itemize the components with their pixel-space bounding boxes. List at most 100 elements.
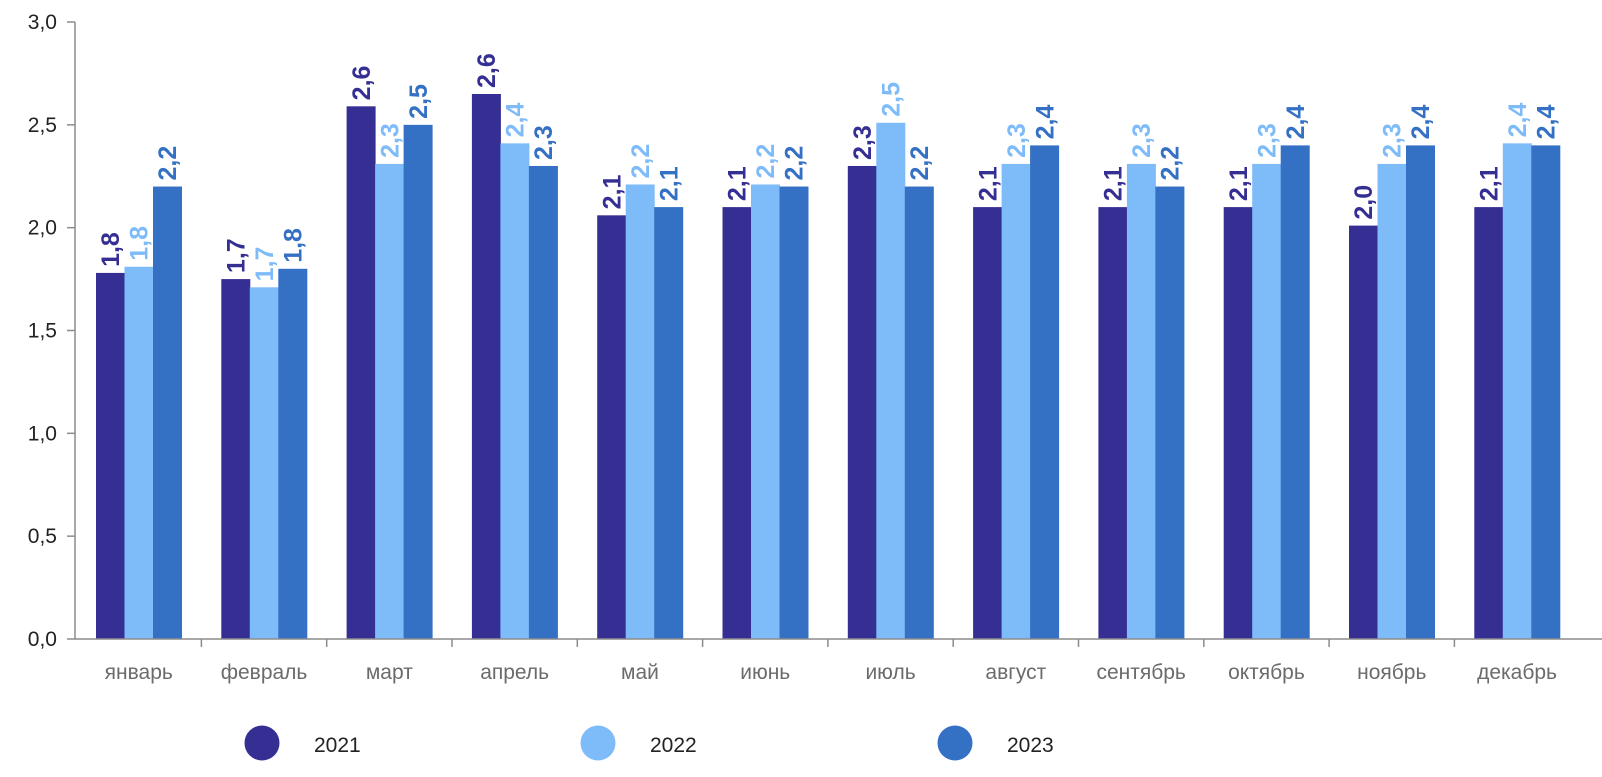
data-label: 2,4 <box>1504 102 1532 137</box>
legend-label: 2022 <box>650 734 697 757</box>
data-label: 2,4 <box>1533 105 1561 140</box>
bar <box>722 207 752 639</box>
data-label: 2,1 <box>598 174 626 209</box>
data-label: 2,3 <box>530 125 558 160</box>
x-category-label: август <box>985 661 1046 684</box>
data-label: 2,1 <box>724 166 752 201</box>
data-label: 2,4 <box>1282 105 1310 140</box>
bar <box>751 184 780 639</box>
y-tick-label: 1,5 <box>28 320 57 343</box>
x-category-label: апрель <box>480 661 549 684</box>
bar <box>96 272 125 639</box>
bars <box>96 93 1561 640</box>
data-label: 2,2 <box>906 146 934 181</box>
data-label: 2,0 <box>1350 185 1378 220</box>
x-category-label: февраль <box>221 661 308 684</box>
bar <box>1030 145 1060 639</box>
bar <box>904 186 934 640</box>
bar <box>973 207 1003 639</box>
bar <box>1502 143 1532 640</box>
data-label: 2,2 <box>1157 146 1185 181</box>
bar <box>346 106 376 639</box>
data-label: 1,8 <box>97 232 125 267</box>
bar <box>153 186 182 640</box>
bar <box>249 287 279 639</box>
data-label: 2,6 <box>473 53 501 88</box>
legend-label: 2023 <box>1007 734 1054 757</box>
bar <box>597 215 627 639</box>
y-tick-label: 0,5 <box>28 525 57 548</box>
x-category-label: ноябрь <box>1357 661 1426 684</box>
bar <box>779 186 809 640</box>
bar <box>1098 207 1128 639</box>
y-tick-label: 2,0 <box>28 217 57 240</box>
y-tick-label: 3,0 <box>28 11 57 34</box>
bar <box>654 207 684 639</box>
bar <box>403 124 433 640</box>
data-label: 2,4 <box>1031 105 1059 140</box>
data-label: 2,1 <box>1225 166 1253 201</box>
bar <box>471 93 501 639</box>
x-axis: январь февраль март апрель май июнь июль август… <box>75 638 1602 684</box>
data-label: 1,7 <box>251 247 279 282</box>
x-category-label: январь <box>105 661 173 684</box>
data-label: 2,3 <box>849 125 877 160</box>
legend-marker <box>580 725 616 761</box>
data-labels: 1,8 1,82,21,7 1,71,82,62,32,52,62,42,32,12… <box>97 53 1560 281</box>
data-label: 2,4 <box>502 102 530 137</box>
legend-label: 2021 <box>314 734 361 757</box>
data-label: 2,2 <box>154 146 182 181</box>
data-label: 2,5 <box>405 84 433 119</box>
data-label: 2,3 <box>1379 123 1407 158</box>
bar <box>1223 207 1253 639</box>
x-category-label: май <box>621 661 659 684</box>
bar <box>221 279 251 639</box>
legend-marker <box>244 725 280 761</box>
y-tick-label: 0,0 <box>28 628 57 651</box>
x-category-label: июль <box>865 661 915 684</box>
data-label: 2,1 <box>974 166 1002 201</box>
bar <box>876 122 906 639</box>
data-label: 2,6 <box>348 66 376 101</box>
data-label: 2,3 <box>376 123 404 158</box>
data-label: 2,1 <box>1476 166 1504 201</box>
bar <box>1280 145 1310 639</box>
x-category-label: сентябрь <box>1096 661 1185 684</box>
bar <box>847 165 877 639</box>
bar <box>1406 145 1435 639</box>
bar <box>500 143 530 640</box>
x-category-label: октябрь <box>1228 661 1305 684</box>
data-label: 2,2 <box>627 144 655 179</box>
data-label: 1,8 <box>126 226 154 261</box>
legend-marker <box>937 725 973 761</box>
y-axis: 0,0 0,5 1,0 1,5 2,0 2,5 3,0 <box>28 11 76 651</box>
legend: 2021 2022 2023 <box>244 725 1054 761</box>
y-tick-label: 1,0 <box>28 422 57 445</box>
data-label: 1,8 <box>280 228 308 263</box>
bar <box>1001 163 1031 639</box>
data-label: 2,3 <box>1128 123 1156 158</box>
data-label: 2,2 <box>752 144 780 179</box>
bar <box>528 165 558 639</box>
bar <box>1474 207 1504 639</box>
bar <box>1377 163 1407 639</box>
bar <box>124 266 154 639</box>
bar <box>375 163 405 639</box>
bar <box>1252 163 1282 639</box>
bar <box>1531 145 1561 639</box>
y-tick-label: 2,5 <box>28 114 57 137</box>
data-label: 2,5 <box>878 82 906 117</box>
data-label: 2,3 <box>1003 123 1031 158</box>
bar <box>625 184 655 639</box>
data-label: 2,3 <box>1253 123 1281 158</box>
bar <box>1126 163 1156 639</box>
data-label: 2,1 <box>1100 166 1128 201</box>
data-label: 1,7 <box>223 238 251 273</box>
x-category-label: март <box>366 661 413 684</box>
x-category-label: июнь <box>740 661 790 684</box>
x-category-label: декабрь <box>1477 661 1557 684</box>
bar <box>1155 186 1185 640</box>
bar <box>1349 225 1378 640</box>
